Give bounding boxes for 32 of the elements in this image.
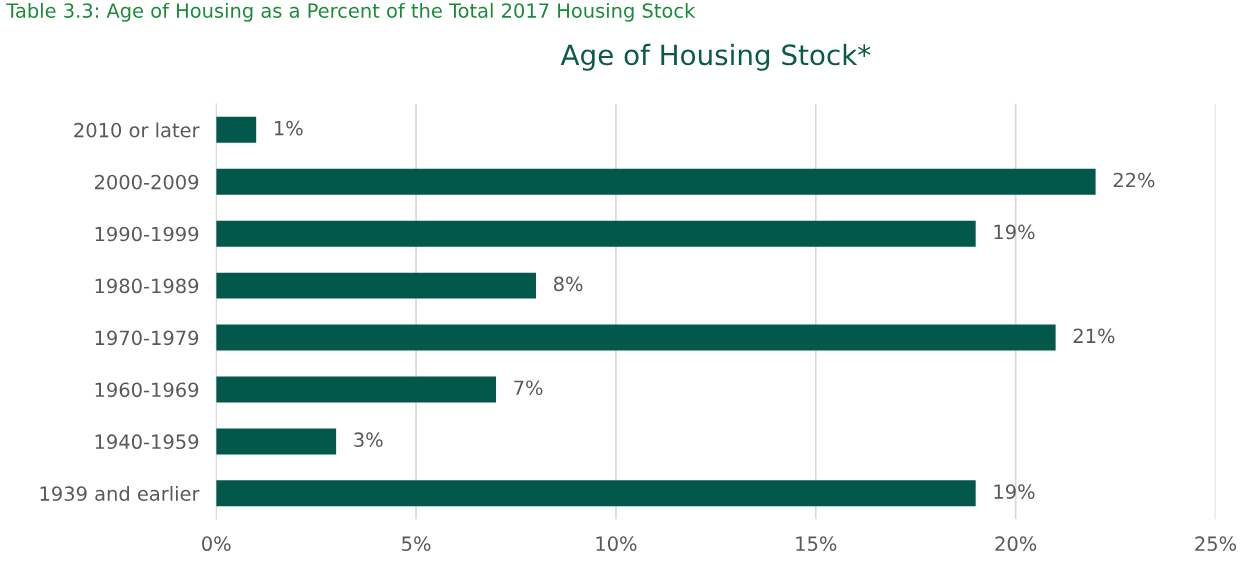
y-tick-label: 1940-1959 xyxy=(95,434,199,450)
y-tick-label: 2010 or later xyxy=(74,122,200,138)
bar xyxy=(216,324,1056,351)
data-label: 8% xyxy=(553,276,583,292)
bar xyxy=(216,480,976,507)
bar xyxy=(216,272,536,299)
x-tick-label: 15% xyxy=(796,536,837,552)
x-tick-label: 20% xyxy=(995,536,1037,552)
bar xyxy=(216,116,257,143)
data-label: 7% xyxy=(514,380,543,396)
y-tick-label: 1970-1979 xyxy=(95,330,199,346)
data-label: 1% xyxy=(274,120,303,136)
data-label: 19% xyxy=(994,484,1035,499)
y-tick-label: 1980-1989 xyxy=(95,278,199,294)
x-tick-label: 5% xyxy=(402,536,431,552)
x-tick-label: 0% xyxy=(202,536,231,552)
y-tick-label: 2000-2009 xyxy=(94,174,199,190)
bar xyxy=(216,220,976,247)
y-tick-label: 1939 and earlier xyxy=(40,485,200,501)
bar xyxy=(216,376,497,403)
chart-title: Age of Housing Stock* xyxy=(560,43,871,71)
bar xyxy=(216,428,337,455)
bar xyxy=(216,168,1096,195)
data-label: 3% xyxy=(354,432,383,448)
x-tick-label: 10% xyxy=(596,536,637,552)
data-label: 21% xyxy=(1073,328,1115,344)
data-label: 22% xyxy=(1113,172,1155,188)
caption: Table 3.3: Age of Housing as a Percent of the Total 2017 Housing Stock xyxy=(6,2,696,22)
x-tick-label: 25% xyxy=(1195,536,1237,552)
data-label: 19% xyxy=(994,224,1035,240)
y-tick-label: 1960-1969 xyxy=(95,382,199,398)
y-tick-label: 1990-1999 xyxy=(95,226,199,242)
